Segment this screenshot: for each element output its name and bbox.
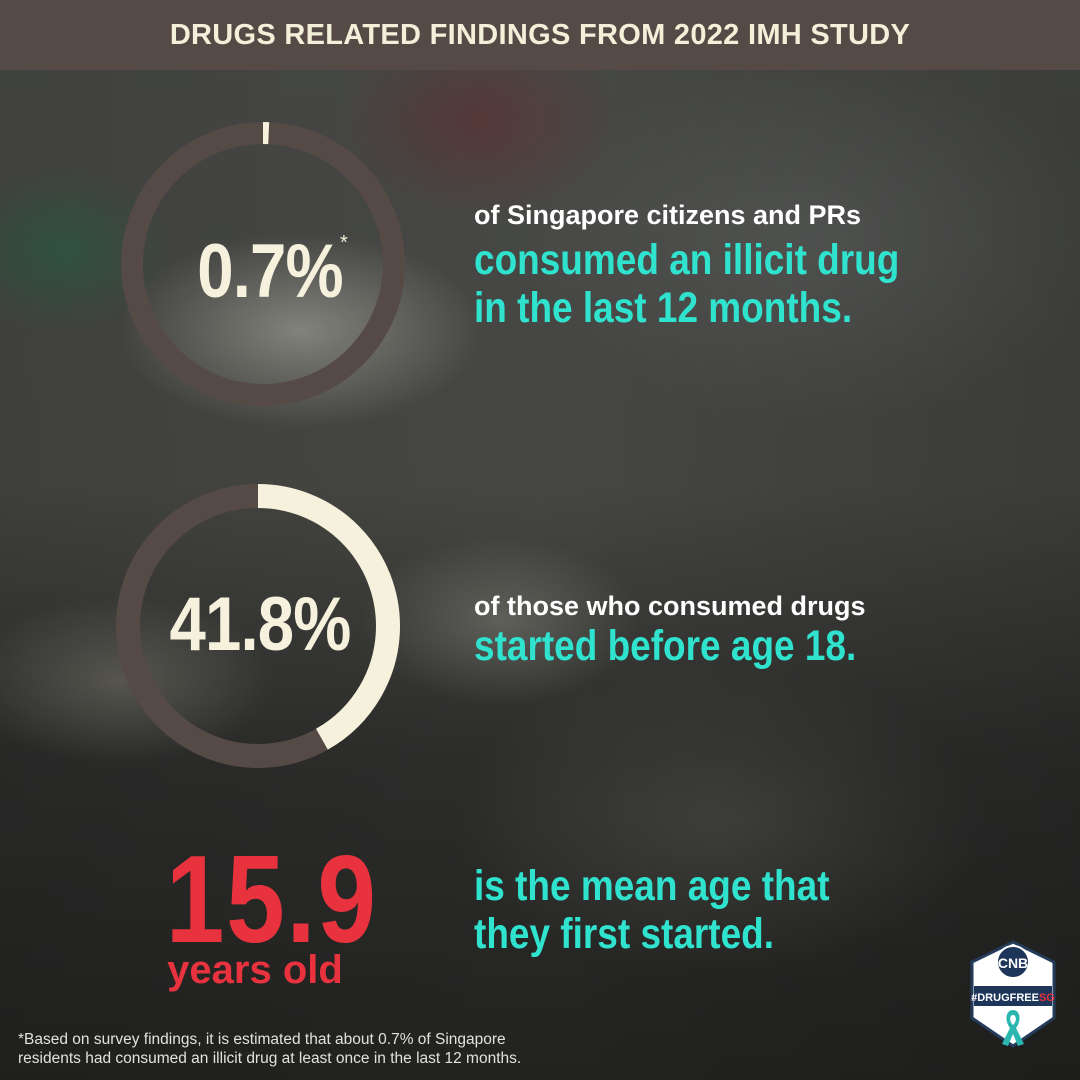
cnb-logo-text: CNB (998, 955, 1028, 971)
finding-1-line3: in the last 12 months. (474, 284, 853, 332)
drugfree-text-accent: SG (1039, 992, 1055, 1004)
finding-2-ring-fill (116, 484, 400, 768)
header-banner: DRUGS RELATED FINDINGS FROM 2022 IMH STU… (0, 0, 1080, 70)
drugfree-text-main: #DRUGFREE (971, 992, 1039, 1004)
footnote: *Based on survey findings, it is estimat… (18, 1030, 521, 1068)
finding-1-ring-fill (121, 122, 405, 406)
finding-2-line2: started before age 18. (474, 622, 857, 670)
finding-3-unit: years old (167, 948, 343, 992)
finding-3-line2: they first started. (474, 910, 775, 958)
finding-3-value: 15.9 (165, 831, 378, 969)
footnote-line2: residents had consumed an illicit drug a… (18, 1050, 522, 1067)
finding-1-line2: consumed an illicit drug (474, 236, 900, 284)
finding-2-line1: of those who consumed drugs (474, 591, 866, 621)
finding-1-asterisk: * (340, 232, 348, 254)
cnb-logo: CNB #DRUGFREESG (970, 940, 1056, 1048)
finding-3-line1: is the mean age that (474, 862, 830, 910)
footnote-line1: *Based on survey findings, it is estimat… (18, 1031, 506, 1048)
teal-ribbon-icon (1002, 1010, 1024, 1046)
finding-1-line1: of Singapore citizens and PRs (474, 200, 862, 230)
finding-2-value: 41.8% (169, 582, 351, 667)
drugfree-text: #DRUGFREESG (971, 992, 1055, 1004)
page-title: DRUGS RELATED FINDINGS FROM 2022 IMH STU… (169, 18, 911, 51)
finding-1-value: 0.7% (197, 229, 343, 314)
